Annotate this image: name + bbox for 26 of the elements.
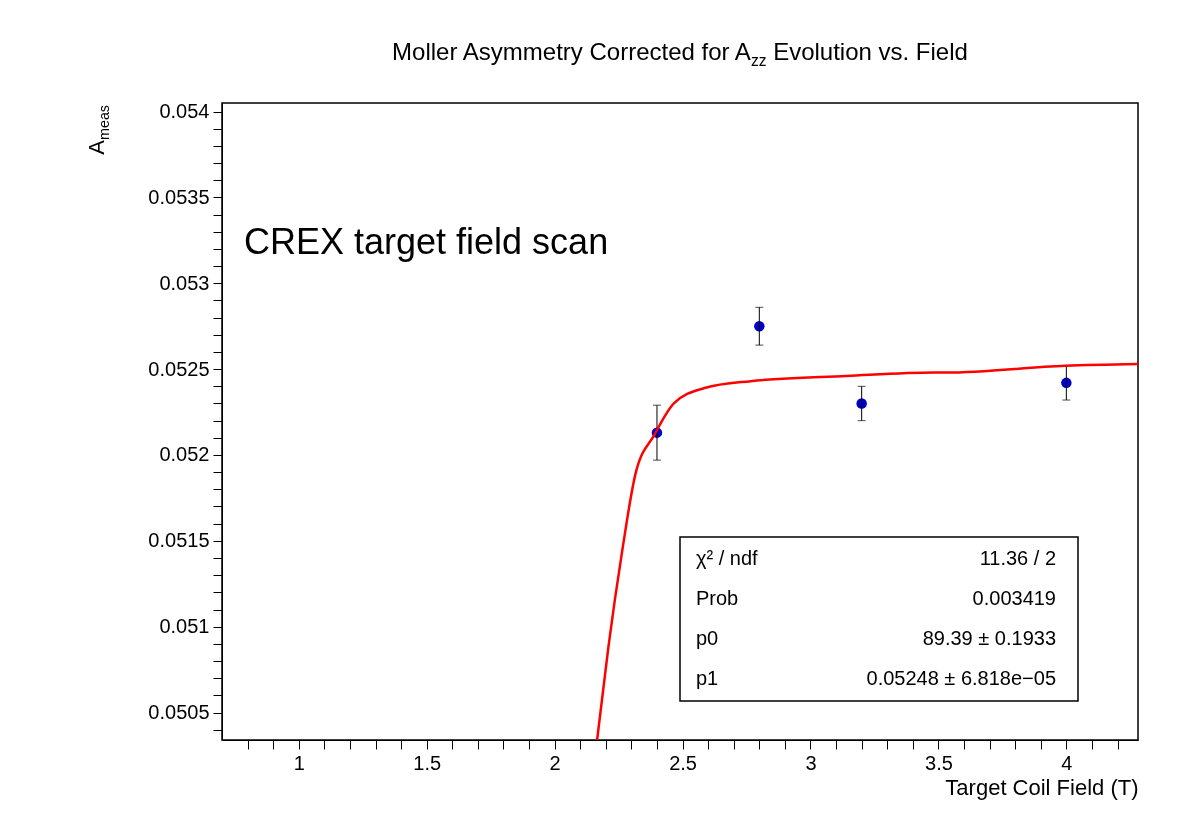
y-tick-label: 0.0535: [148, 185, 210, 208]
chart-title: Moller Asymmetry Corrected for A$_{zz}$ Evolution vs. Field: [391, 38, 969, 70]
y-tick-label: 0.053: [159, 271, 210, 294]
annotation: CREX target field scan: [244, 221, 609, 262]
annotation: Prob: [696, 587, 739, 609]
annotation: 0.003419: [972, 587, 1056, 609]
y-tick-label: 0.052: [159, 443, 210, 466]
x-tick-label: 1: [293, 751, 305, 774]
y-tick-label: 0.0505: [148, 701, 210, 724]
x-tick-label: 4: [1061, 751, 1073, 774]
annotation: p0: [696, 627, 719, 649]
y-tick-label: 0.0515: [148, 529, 210, 552]
y-tick-label: 0.051: [159, 615, 210, 638]
y-tick-label: 0.0525: [148, 357, 210, 380]
x-tick-label: 2.5: [669, 751, 697, 774]
annotation: χ² / ndf: [696, 547, 759, 569]
x-tick-label: 2: [549, 751, 561, 774]
annotation: 11.36 / 2: [979, 547, 1056, 569]
x-tick-label: 3: [805, 751, 817, 774]
annotation: 89.39 ± 0.1933: [922, 627, 1056, 649]
x-tick-label: 3.5: [925, 751, 953, 774]
x-axis-title: Target Coil Field (T): [945, 774, 1139, 800]
x-tick-label: 1.5: [413, 751, 442, 774]
annotation: 0.05248 ± 6.818e−05: [866, 667, 1056, 689]
annotation: p1: [696, 667, 719, 689]
y-tick-label: 0.054: [159, 100, 210, 123]
